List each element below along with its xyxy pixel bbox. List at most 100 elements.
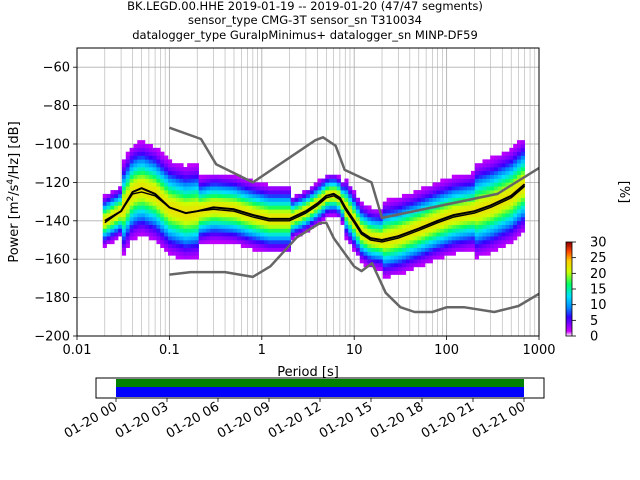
psd-cell [401, 209, 407, 214]
psd-cell [179, 251, 184, 256]
psd-cell [520, 163, 525, 168]
psd-cell [329, 201, 334, 206]
psd-cell [409, 255, 414, 260]
psd-cell [202, 232, 207, 237]
psd-cell [187, 247, 192, 252]
psd-cell [106, 201, 111, 206]
psd-cell [363, 236, 368, 241]
psd-cell [233, 197, 238, 202]
psd-cell [317, 186, 322, 191]
psd-cell [102, 197, 107, 202]
psd-cell [398, 232, 403, 237]
psd-cell [121, 232, 127, 237]
psd-cell [520, 193, 525, 199]
psd-cell [160, 163, 165, 168]
psd-cell [302, 201, 307, 206]
psd-cell [359, 247, 364, 252]
psd-cell [517, 190, 522, 195]
psd-cell [474, 240, 479, 245]
psd-cell [271, 232, 276, 237]
psd-cell [421, 190, 426, 195]
psd-cell [313, 182, 318, 187]
psd-cell [517, 228, 522, 233]
psd-cell [520, 178, 525, 183]
psd-cell [175, 174, 180, 179]
psd-cell [375, 247, 380, 252]
psd-cell [306, 213, 311, 218]
psd-cell [194, 213, 199, 218]
psd-cell [375, 251, 380, 256]
psd-cell [160, 155, 165, 160]
psd-cell [513, 163, 518, 168]
psd-cell [187, 216, 192, 222]
psd-cell [459, 243, 464, 248]
psd-cell [198, 236, 203, 241]
psd-cell [463, 186, 468, 191]
psd-cell [501, 182, 506, 187]
psd-cell [486, 220, 491, 225]
psd-cell [440, 240, 445, 245]
psd-cell [125, 224, 130, 229]
psd-cell [409, 266, 414, 272]
psd-cell [409, 243, 414, 248]
psd-cell [375, 240, 380, 245]
psd-cell [175, 186, 180, 191]
x-tick-label: 100 [434, 343, 459, 358]
psd-cell [444, 205, 449, 210]
psd-cell [290, 236, 295, 241]
psd-cell [256, 193, 261, 199]
y-tick-label: −120 [34, 176, 70, 191]
psd-cell [290, 201, 295, 206]
psd-cell [110, 228, 115, 233]
psd-cell [248, 224, 253, 229]
psd-cell [405, 263, 410, 268]
psd-cell [121, 163, 127, 168]
psd-cell [137, 220, 142, 225]
psd-cell [156, 197, 161, 202]
psd-cell [486, 186, 491, 191]
psd-cell [490, 243, 495, 248]
timeline-tick-label: 01-20 15 [317, 399, 375, 441]
psd-cell [375, 213, 380, 218]
psd-cell [279, 197, 284, 202]
psd-cell [275, 205, 280, 210]
psd-cell [267, 240, 272, 245]
psd-cell [440, 251, 445, 256]
psd-cell [248, 220, 253, 225]
psd-cell [306, 216, 311, 222]
psd-cell [325, 205, 330, 210]
psd-cell [421, 213, 426, 218]
psd-cell [444, 186, 449, 191]
psd-cell [344, 190, 349, 195]
psd-cell [144, 174, 150, 179]
psd-cell [179, 182, 184, 187]
psd-cell [352, 213, 357, 218]
psd-cell [302, 197, 307, 202]
psd-cell [164, 247, 169, 252]
psd-cell [505, 209, 510, 214]
psd-cell [148, 170, 153, 176]
psd-cell [348, 193, 353, 199]
psd-cell [463, 190, 468, 195]
psd-cell [102, 240, 107, 245]
psd-cell [279, 232, 284, 237]
psd-cell [344, 186, 349, 191]
psd-cell [348, 190, 353, 195]
psd-cell [156, 190, 161, 195]
psd-cell [486, 197, 491, 202]
psd-cell [202, 240, 207, 245]
psd-cell [283, 236, 288, 241]
psd-cell [229, 236, 234, 241]
psd-cell [306, 197, 311, 202]
psd-cell [413, 240, 418, 245]
psd-cell [221, 220, 226, 225]
psd-cell [141, 193, 146, 199]
psd-cell [382, 274, 387, 279]
psd-cell [501, 155, 506, 160]
psd-cell [294, 197, 299, 202]
psd-cell [340, 182, 345, 187]
psd-cell [141, 224, 146, 229]
psd-cell [129, 147, 134, 152]
psd-cell [405, 193, 410, 199]
